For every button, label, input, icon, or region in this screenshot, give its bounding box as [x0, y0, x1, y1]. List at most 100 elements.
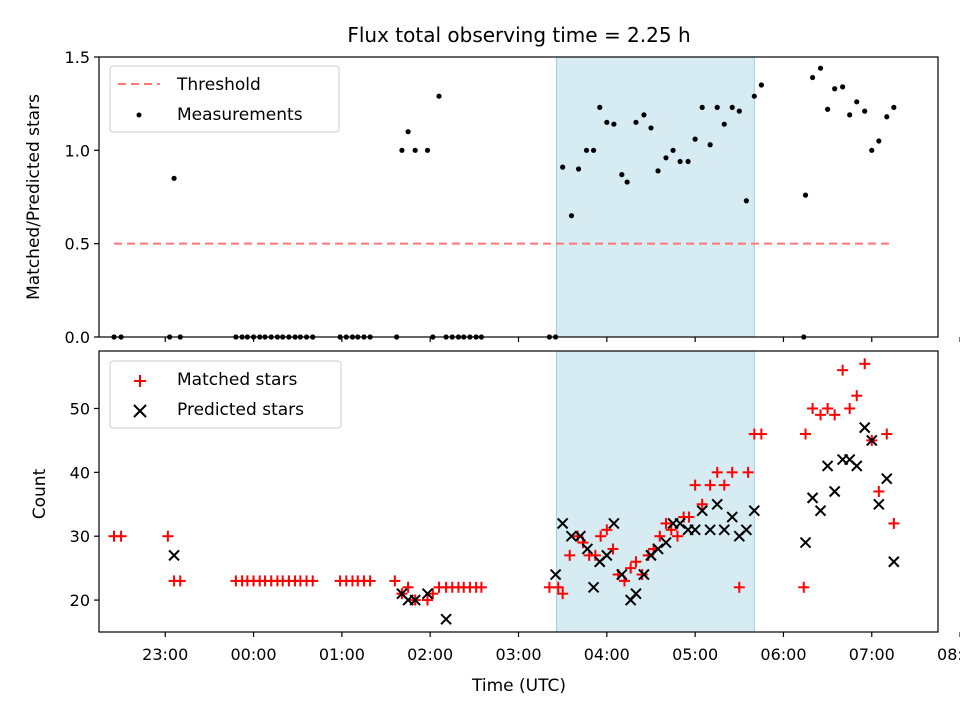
predicted-star-marker: [674, 517, 686, 530]
measurement-point: [876, 138, 882, 144]
predicted-star-marker: [806, 492, 819, 504]
matched-star-marker: [589, 549, 601, 561]
bottom-plot-area: [108, 358, 900, 625]
matched-star-marker: [307, 575, 319, 587]
matched-star-marker: [595, 530, 607, 542]
measurement-point: [692, 136, 698, 142]
predicted-star-marker: [574, 530, 587, 542]
bottom-legend: Matched stars Predicted stars: [109, 360, 342, 429]
predicted-star-marker: [748, 504, 761, 517]
predicted-star-marker: [168, 549, 180, 562]
measurement-point: [729, 104, 735, 110]
measurement-point: [412, 147, 418, 153]
chart-title: Flux total observing time = 2.25 h: [347, 23, 690, 47]
measurement-point: [670, 147, 676, 153]
matched-star-marker: [683, 511, 695, 523]
measurement-point: [809, 74, 816, 81]
x-tick-label: 06:00: [760, 645, 806, 664]
matched-star-marker: [422, 594, 434, 606]
matched-star-marker: [733, 581, 745, 593]
predicted-star-marker: [726, 511, 738, 523]
predicted-star-marker: [704, 524, 716, 536]
x-tick-label: 05:00: [672, 645, 718, 664]
matched-star-marker: [696, 498, 708, 510]
measurement-point: [405, 129, 411, 135]
matched-star-marker: [636, 569, 648, 581]
measurement-point: [424, 147, 431, 153]
top-legend: Threshold Measurements: [109, 65, 340, 133]
matched-star-marker: [625, 562, 637, 574]
top-y-axis-label: Matched/Predicted stars: [24, 94, 44, 300]
matched-star-marker: [873, 486, 885, 497]
bottom-y-axis-label: Count: [30, 468, 50, 519]
measurement-point: [743, 198, 749, 204]
bottom-shaded-span: [555, 350, 755, 633]
matched-star-marker: [844, 402, 856, 414]
matched-legend-label: Matched stars: [177, 370, 297, 390]
matched-star-marker: [881, 428, 893, 440]
matched-star-marker: [115, 530, 127, 542]
matched-star-marker: [704, 479, 716, 491]
matched-star-marker: [557, 588, 569, 600]
matched-star-marker: [726, 466, 738, 478]
measurement-point: [399, 147, 405, 153]
matched-star-marker: [660, 517, 672, 529]
measurement-point: [611, 121, 617, 127]
top-y-axis: 0.0 0.5 1.0 1.5: [65, 48, 99, 347]
predicted-star-marker: [814, 504, 827, 517]
matched-star-marker: [711, 466, 723, 478]
x-tick-label: 07:00: [849, 645, 895, 664]
measurement-point: [677, 158, 683, 165]
predicted-star-marker: [799, 536, 812, 549]
measurement-point: [590, 147, 597, 153]
predicted-star-marker: [740, 524, 753, 536]
matched-star-marker: [402, 581, 414, 593]
x-tick-label: 02:00: [407, 645, 453, 664]
x-tick-label: 01:00: [319, 645, 365, 664]
predicted-star-marker: [421, 587, 434, 600]
top-x-ticks: [164, 337, 960, 342]
top-shaded-span: [555, 56, 755, 338]
predicted-star-marker: [873, 498, 885, 510]
predicted-star-marker: [587, 581, 600, 594]
measurement-point: [568, 213, 575, 219]
predicted-star-marker: [821, 460, 834, 472]
measurement-point: [884, 114, 890, 120]
matched-legend-swatch: [134, 375, 146, 387]
matched-star-marker: [859, 358, 871, 370]
measurement-point: [825, 106, 831, 112]
top-y-tick-label: 1.0: [65, 141, 90, 160]
matched-star-marker: [671, 530, 683, 542]
bottom-y-tick-label: 30: [70, 527, 90, 546]
predicted-star-marker: [440, 613, 452, 625]
matched-star-marker: [807, 402, 819, 414]
predicted-star-marker: [858, 421, 871, 434]
matched-star-marker: [851, 390, 863, 402]
matched-star-marker: [654, 530, 666, 542]
predicted-star-marker: [608, 517, 620, 530]
measurement-point: [171, 175, 177, 181]
matched-star-marker: [829, 409, 841, 421]
measurement-point: [862, 108, 868, 114]
top-legend-box: [109, 65, 340, 133]
measurement-point: [633, 119, 639, 125]
predicted-star-marker: [549, 568, 562, 581]
predicted-star-marker: [881, 473, 893, 485]
matched-star-marker: [822, 402, 834, 414]
measurement-point: [707, 142, 713, 148]
matched-star-marker: [800, 428, 812, 440]
measurement-point: [817, 65, 824, 71]
bottom-axes-frame: [98, 350, 939, 633]
measurement-point: [624, 179, 630, 185]
matched-star-marker: [815, 409, 827, 421]
matched-star-marker: [689, 479, 701, 491]
measurement-point: [604, 119, 610, 125]
top-y-tick-label: 0.5: [65, 235, 90, 254]
measurement-point: [699, 104, 705, 110]
predicted-star-marker: [689, 524, 701, 536]
measurement-point: [891, 104, 897, 110]
matched-star-marker: [601, 524, 613, 536]
matched-star-marker: [755, 428, 767, 440]
matched-star-marker: [552, 581, 564, 593]
bottom-y-tick-label: 40: [70, 463, 90, 482]
